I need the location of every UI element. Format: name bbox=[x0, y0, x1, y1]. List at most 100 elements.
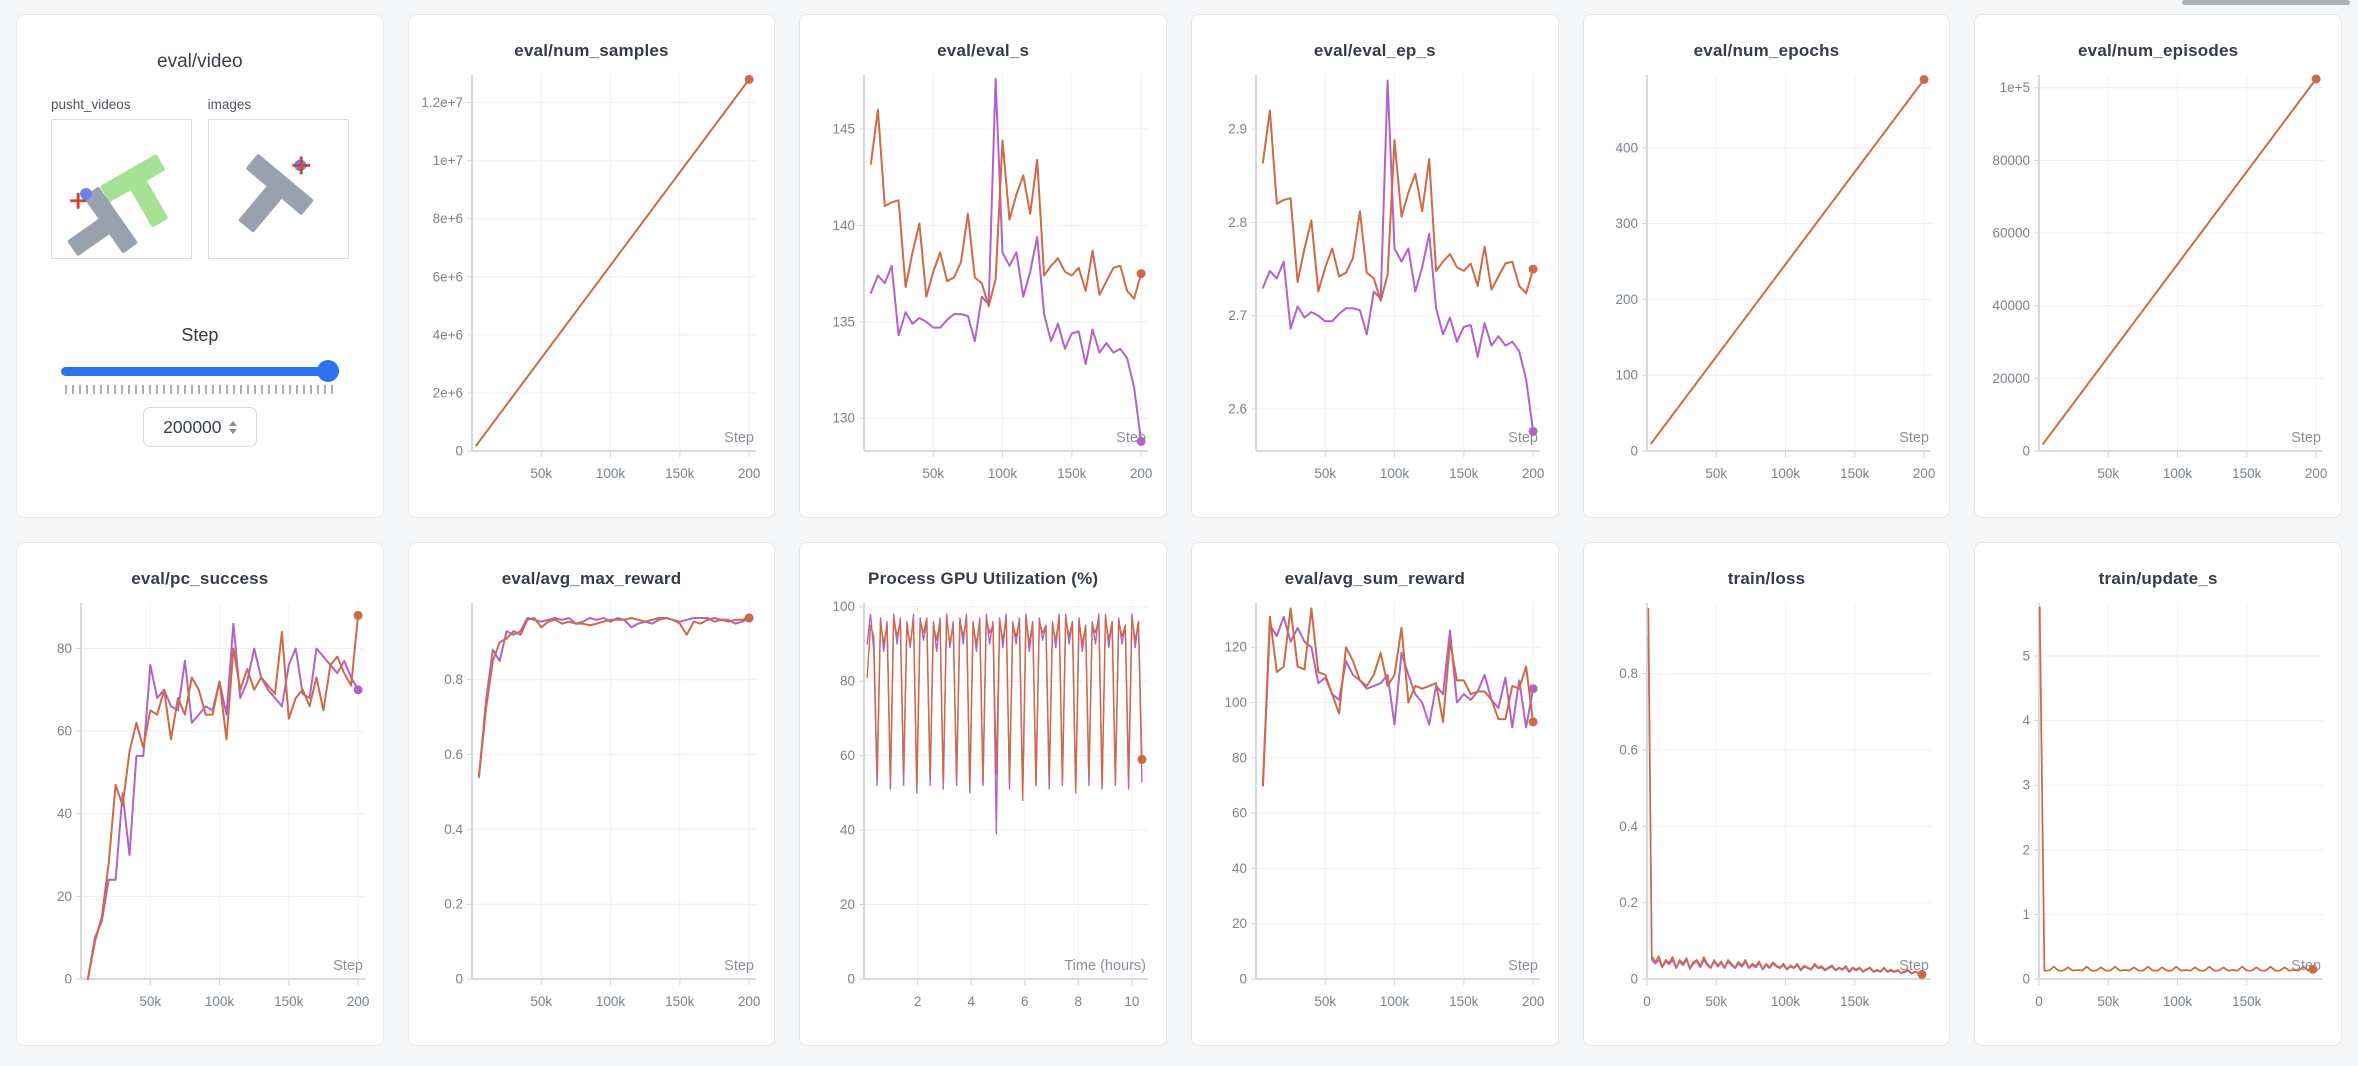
chart-canvas[interactable]: 0 20000 40000 60000 80000 1e+5 50k 100k 150k 200 S… bbox=[1975, 63, 2341, 511]
svg-text:Time (hours): Time (hours) bbox=[1065, 958, 1147, 974]
svg-text:Step: Step bbox=[725, 430, 755, 446]
chart-canvas[interactable]: 0 0.2 0.4 0.6 0.8 0 50k 100k 150k Step bbox=[1584, 591, 1950, 1039]
svg-text:Step: Step bbox=[333, 958, 363, 974]
svg-text:150k: 150k bbox=[1841, 466, 1871, 481]
panel-eval-num-samples: eval/num_samples 0 2e+6 4e+6 6e+6 8e+6 1e+7 1.… bbox=[407, 14, 776, 518]
svg-text:50k: 50k bbox=[2098, 994, 2120, 1009]
svg-text:0: 0 bbox=[1239, 972, 1247, 987]
svg-text:200: 200 bbox=[2305, 466, 2328, 481]
slider-thumb[interactable] bbox=[316, 360, 339, 382]
step-slider[interactable] bbox=[61, 360, 339, 382]
media-column-images: images bbox=[207, 97, 349, 259]
step-value[interactable]: 200000 bbox=[163, 416, 222, 437]
chart-canvas[interactable]: 0 2e+6 4e+6 6e+6 8e+6 1e+7 1.2e+7 50k 100k 150k 20… bbox=[409, 63, 775, 511]
svg-text:0: 0 bbox=[2023, 972, 2031, 987]
svg-text:2.9: 2.9 bbox=[1228, 122, 1247, 137]
line-chart-svg: 0 100 200 300 400 50k 100k 150k 200 Step bbox=[1616, 75, 1936, 481]
svg-text:145: 145 bbox=[833, 122, 856, 137]
chart-canvas[interactable]: 0 1 2 3 4 5 0 50k 100k 150k Step bbox=[1975, 591, 2341, 1039]
svg-text:100: 100 bbox=[1224, 695, 1247, 710]
svg-text:200: 200 bbox=[1913, 466, 1936, 481]
svg-text:2.7: 2.7 bbox=[1228, 308, 1247, 323]
svg-text:80: 80 bbox=[840, 674, 855, 689]
svg-text:120: 120 bbox=[1224, 640, 1247, 655]
chart-title: Process GPU Utilization (%) bbox=[868, 569, 1099, 588]
svg-text:80: 80 bbox=[57, 641, 72, 656]
step-number-input[interactable]: 200000 bbox=[142, 407, 257, 447]
chart-title: eval/eval_ep_s bbox=[1313, 41, 1436, 60]
svg-text:150k: 150k bbox=[274, 994, 304, 1009]
svg-text:150k: 150k bbox=[2232, 994, 2262, 1009]
svg-text:50k: 50k bbox=[531, 994, 553, 1009]
svg-text:4: 4 bbox=[2023, 713, 2031, 728]
chart-title: eval/avg_sum_reward bbox=[1284, 569, 1466, 588]
svg-text:100k: 100k bbox=[2163, 466, 2193, 481]
svg-text:6: 6 bbox=[1021, 994, 1029, 1009]
chart-canvas[interactable]: 0 20 40 60 80 100 120 50k 100k 150k 200 Step bbox=[1192, 591, 1558, 1039]
media-label: pusht_videos bbox=[51, 97, 131, 112]
svg-text:4: 4 bbox=[968, 994, 976, 1009]
media-thumbnails: pusht_videos images bbox=[17, 97, 383, 259]
panel-eval-avg-sum-reward: eval/avg_sum_reward 0 20 40 60 80 100 120 50k 10… bbox=[1190, 542, 1559, 1046]
horizontal-scrollbar-thumb[interactable] bbox=[2182, 0, 2350, 5]
media-label: images bbox=[207, 97, 252, 112]
svg-text:100k: 100k bbox=[596, 994, 626, 1009]
svg-text:2: 2 bbox=[914, 994, 922, 1009]
svg-text:80: 80 bbox=[1232, 750, 1247, 765]
svg-text:100: 100 bbox=[1616, 368, 1639, 383]
svg-text:50k: 50k bbox=[1314, 994, 1336, 1009]
svg-text:8: 8 bbox=[1075, 994, 1083, 1009]
svg-text:150k: 150k bbox=[666, 994, 696, 1009]
svg-text:0: 0 bbox=[456, 972, 464, 987]
chart-canvas[interactable]: 0 100 200 300 400 50k 100k 150k 200 Step bbox=[1584, 63, 1950, 511]
stepper-arrows-icon[interactable] bbox=[228, 420, 237, 434]
svg-text:6e+6: 6e+6 bbox=[433, 269, 463, 284]
pusht-videos-thumbnail[interactable] bbox=[51, 119, 192, 259]
svg-text:200: 200 bbox=[738, 466, 761, 481]
svg-text:0.8: 0.8 bbox=[1620, 666, 1639, 681]
chart-title: eval/num_episodes bbox=[2078, 41, 2239, 60]
chart-title: train/loss bbox=[1727, 569, 1806, 588]
svg-text:4e+6: 4e+6 bbox=[433, 327, 463, 342]
svg-text:140: 140 bbox=[833, 218, 856, 233]
chart-title: eval/avg_max_reward bbox=[501, 569, 682, 588]
svg-text:135: 135 bbox=[833, 314, 856, 329]
chart-canvas[interactable]: 0 20 40 60 80 100 2 4 6 8 10 Time (hours) bbox=[800, 591, 1166, 1039]
svg-text:60: 60 bbox=[840, 748, 855, 763]
svg-text:100k: 100k bbox=[596, 466, 626, 481]
panel-eval-video: eval/video pusht_videos bbox=[16, 14, 384, 518]
panel-title: eval/video bbox=[157, 51, 243, 72]
chart-canvas[interactable]: 2.6 2.7 2.8 2.9 50k 100k 150k 200 Step bbox=[1192, 63, 1558, 511]
svg-text:40: 40 bbox=[1232, 861, 1247, 876]
svg-text:80000: 80000 bbox=[1993, 153, 2031, 168]
line-chart-svg: 0 2e+6 4e+6 6e+6 8e+6 1e+7 1.2e+7 50k 100k 150k 20… bbox=[422, 74, 761, 481]
panel-eval-num-episodes: eval/num_episodes 0 20000 40000 60000 80000 1… bbox=[1974, 14, 2342, 518]
svg-text:0: 0 bbox=[456, 444, 464, 459]
svg-text:10: 10 bbox=[1125, 994, 1140, 1009]
chart-canvas[interactable]: 130 135 140 145 50k 100k 150k 200 Step bbox=[800, 63, 1166, 511]
svg-text:1: 1 bbox=[2023, 907, 2031, 922]
slider-tick-marks bbox=[65, 385, 335, 394]
chart-canvas[interactable]: 0 0.2 0.4 0.6 0.8 50k 100k 150k 200 Step bbox=[409, 591, 775, 1039]
svg-text:50k: 50k bbox=[1706, 466, 1728, 481]
svg-text:100k: 100k bbox=[1380, 994, 1410, 1009]
panel-eval-avg-max-reward: eval/avg_max_reward 0 0.2 0.4 0.6 0.8 50k 100k… bbox=[407, 542, 776, 1046]
chart-canvas[interactable]: 0 20 40 60 80 50k 100k 150k 200 Step bbox=[17, 591, 383, 1039]
step-slider-label: Step bbox=[181, 325, 219, 345]
panel-eval-eval-s: eval/eval_s 130 135 140 145 50k 100k 150k 200 St… bbox=[799, 14, 1167, 518]
svg-text:8e+6: 8e+6 bbox=[433, 211, 463, 226]
svg-text:0: 0 bbox=[848, 972, 856, 987]
svg-text:0: 0 bbox=[2023, 444, 2031, 459]
svg-text:Step: Step bbox=[1508, 958, 1538, 974]
slider-track[interactable] bbox=[61, 367, 339, 376]
panel-train-update-s: train/update_s 0 1 2 3 4 5 0 50k 100k 150k Step bbox=[1974, 542, 2342, 1046]
chart-title: train/update_s bbox=[2098, 569, 2218, 588]
svg-text:200: 200 bbox=[738, 994, 761, 1009]
images-thumbnail[interactable] bbox=[207, 119, 349, 259]
svg-text:40000: 40000 bbox=[1993, 298, 2031, 313]
chart-title: eval/num_epochs bbox=[1693, 41, 1840, 60]
